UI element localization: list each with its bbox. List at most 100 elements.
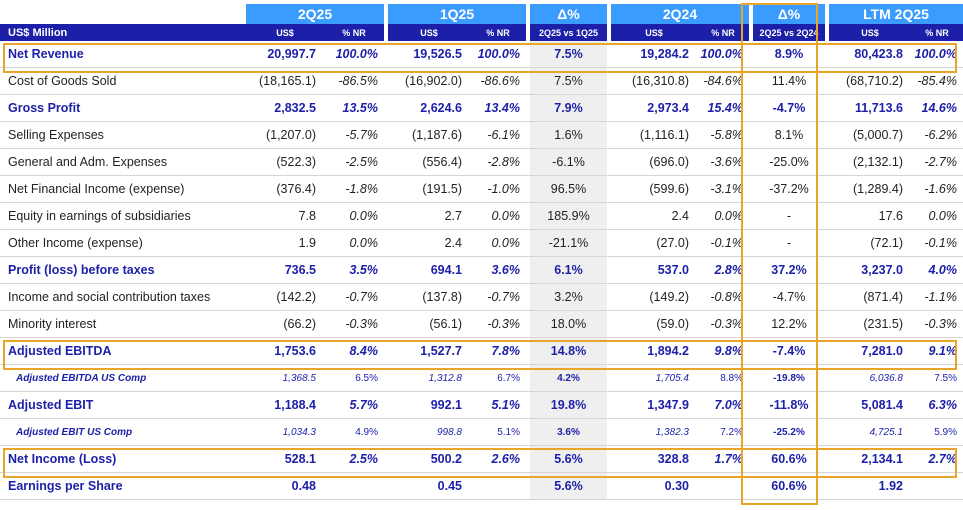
table-cell: 60.6% [753, 445, 825, 473]
column-gap [384, 445, 388, 473]
column-gap [749, 256, 753, 284]
table-cell: 0.0% [911, 202, 963, 230]
row-other-income: Other Income (expense) 1.9 0.0% 2.4 0.0% -21.… [0, 229, 963, 257]
table-cell: 328.8 [611, 445, 697, 473]
subheader: US$ [829, 24, 911, 41]
column-gap [526, 229, 530, 257]
column-gap [526, 310, 530, 338]
table-cell: 1,894.2 [611, 337, 697, 365]
table-cell: -3.6% [697, 148, 749, 176]
table-cell [324, 472, 384, 500]
column-gap [384, 94, 388, 122]
table-cell: 2,973.4 [611, 94, 697, 122]
column-gap [607, 256, 611, 284]
column-gap [825, 445, 829, 473]
row-label: Earnings per Share [0, 472, 246, 500]
column-gap [607, 175, 611, 203]
table-cell: 12.2% [753, 310, 825, 338]
column-gap [526, 391, 530, 419]
group-header: LTM 2Q25 [829, 4, 963, 24]
row-label: Net Income (Loss) [0, 445, 246, 473]
column-gap [825, 391, 829, 419]
table-cell: 100.0% [697, 41, 749, 68]
table-cell: 100.0% [470, 41, 526, 68]
table-cell: 736.5 [246, 256, 324, 284]
table-cell: -6.1% [470, 121, 526, 149]
table-cell: 2,832.5 [246, 94, 324, 122]
table-cell: -3.1% [697, 175, 749, 203]
table-cell: 4.0% [911, 256, 963, 284]
table-cell: -86.6% [470, 67, 526, 95]
row-label: Profit (loss) before taxes [0, 256, 246, 284]
row-label: Adjusted EBITDA [0, 337, 246, 365]
table-cell: -2.7% [911, 148, 963, 176]
column-gap [607, 283, 611, 311]
subheader: % NR [911, 24, 963, 41]
row-net-revenue: Net Revenue 20,997.7 100.0% 19,526.5 100.0% 7… [0, 41, 963, 68]
column-gap [749, 391, 753, 419]
table-cell: 15.4% [697, 94, 749, 122]
table-cell: 1,368.5 [246, 364, 324, 392]
row-label: Cost of Goods Sold [0, 67, 246, 95]
table-cell: 5.9% [911, 418, 963, 446]
table-cell: -7.4% [753, 337, 825, 365]
column-gap [607, 310, 611, 338]
column-gap [526, 445, 530, 473]
table-cell: 1,312.8 [388, 364, 470, 392]
row-adjusted-ebitda-us-comp: Adjusted EBITDA US Comp 1,368.5 6.5% 1,312.… [0, 364, 963, 392]
column-gap [825, 418, 829, 446]
column-gap [825, 121, 829, 149]
table-cell: (522.3) [246, 148, 324, 176]
column-gap [384, 175, 388, 203]
table-cell: - [753, 202, 825, 230]
column-gap [825, 256, 829, 284]
table-cell: 96.5% [530, 175, 607, 203]
table-cell: -0.1% [911, 229, 963, 257]
column-gap [749, 41, 753, 68]
table-cell: (871.4) [829, 283, 911, 311]
table-cell [911, 472, 963, 500]
row-label: Income and social contribution taxes [0, 283, 246, 311]
table-cell: 0.30 [611, 472, 697, 500]
column-gap [607, 391, 611, 419]
row-equity-earnings: Equity in earnings of subsidiaries 7.8 0.0… [0, 202, 963, 230]
table-cell: -19.8% [753, 364, 825, 392]
column-gap [384, 202, 388, 230]
column-gap [749, 337, 753, 365]
column-gap [526, 472, 530, 500]
table-cell: 37.2% [753, 256, 825, 284]
column-gap [526, 175, 530, 203]
column-gap [607, 229, 611, 257]
table-cell: -6.2% [911, 121, 963, 149]
table-cell [697, 472, 749, 500]
table-cell: 100.0% [911, 41, 963, 68]
table-cell: (5,000.7) [829, 121, 911, 149]
group-header: Δ% [530, 4, 607, 24]
table-cell: -1.0% [470, 175, 526, 203]
table-cell: 1,188.4 [246, 391, 324, 419]
table-cell: 1,527.7 [388, 337, 470, 365]
column-gap [384, 472, 388, 500]
column-gap [384, 364, 388, 392]
subheader: 2Q25 vs 2Q24 [753, 24, 825, 41]
table-cell: 6.3% [911, 391, 963, 419]
column-gap [825, 472, 829, 500]
column-gap [384, 121, 388, 149]
column-gap [607, 202, 611, 230]
column-gap [526, 418, 530, 446]
table-cell: 2.5% [324, 445, 384, 473]
table-cell: 8.1% [753, 121, 825, 149]
table-cell: (1,187.6) [388, 121, 470, 149]
table-cell: 3.5% [324, 256, 384, 284]
table-cell: 11,713.6 [829, 94, 911, 122]
table-cell: 1,705.4 [611, 364, 697, 392]
table-cell: 5.6% [530, 472, 607, 500]
table-cell: 13.4% [470, 94, 526, 122]
row-general-adm-expenses: General and Adm. Expenses (522.3) -2.5% (55… [0, 148, 963, 176]
table-cell: 4.9% [324, 418, 384, 446]
table-cell: 4,725.1 [829, 418, 911, 446]
column-gap [384, 310, 388, 338]
table-cell: -86.5% [324, 67, 384, 95]
table-cell: 0.0% [470, 229, 526, 257]
column-gap [825, 337, 829, 365]
